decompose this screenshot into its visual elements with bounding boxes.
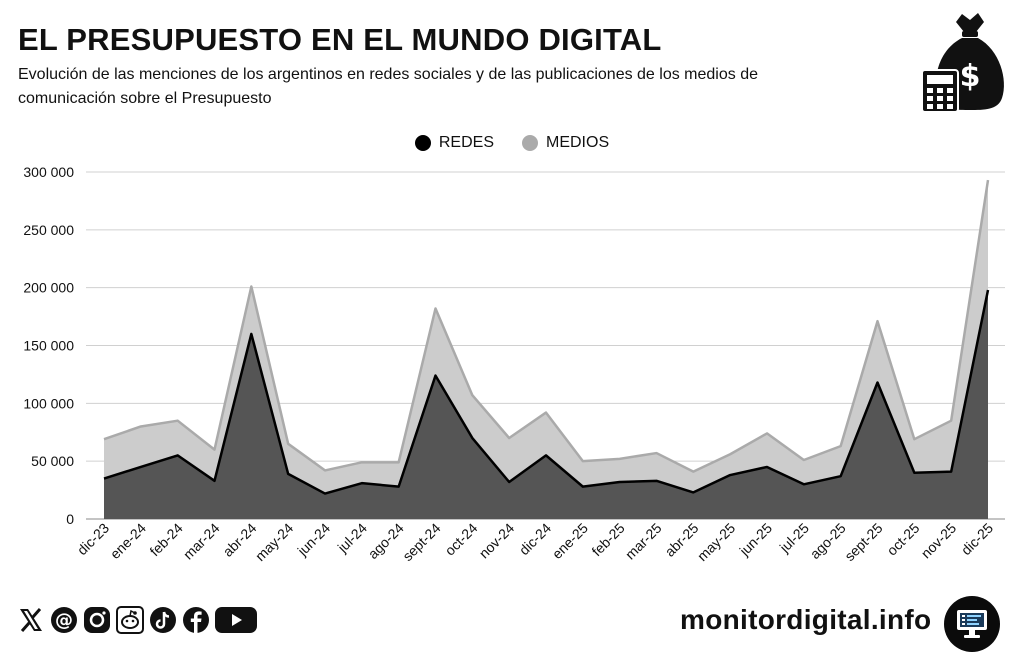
money-bag-calculator-icon: $ — [921, 13, 1004, 113]
legend-label-redes: REDES — [438, 134, 494, 151]
x-tick-label: ago-24 — [365, 520, 407, 562]
page-title: EL PRESUPUESTO EN EL MUNDO DIGITAL — [18, 22, 662, 57]
legend-swatch-redes — [414, 135, 431, 151]
x-tick-label: feb-24 — [146, 520, 186, 560]
social-icons: @ — [16, 605, 258, 635]
reddit-icon[interactable] — [115, 605, 145, 635]
x-tick-label: jun-25 — [736, 520, 776, 560]
brand-url[interactable]: monitordigital.info — [680, 604, 932, 635]
x-tick-label: ago-25 — [807, 520, 849, 562]
x-tick-label: sept-24 — [399, 520, 443, 564]
svg-text:@: @ — [55, 610, 73, 631]
x-tick-label: dic-25 — [958, 520, 996, 558]
legend-label-medios: MEDIOS — [546, 134, 610, 151]
facebook-icon[interactable] — [181, 605, 211, 635]
x-tick-label: dic-24 — [516, 520, 554, 558]
threads-icon[interactable]: @ — [49, 605, 79, 635]
x-tick-label: sept-25 — [841, 520, 885, 564]
redes-line — [103, 289, 990, 495]
legend-item-redes: REDES — [414, 134, 494, 152]
medios-line — [103, 179, 990, 473]
x-tick-label: mar-24 — [180, 520, 223, 563]
x-tick-label: mar-25 — [622, 520, 665, 563]
youtube-icon[interactable] — [214, 605, 258, 635]
x-tick-label: oct-24 — [442, 520, 481, 559]
redes-area — [104, 289, 988, 519]
legend-item-medios: MEDIOS — [522, 134, 609, 152]
y-tick-label: 150 000 — [23, 338, 74, 354]
x-tick-label: may-24 — [252, 520, 296, 564]
svg-text:$: $ — [960, 59, 981, 94]
x-tick-label: may-25 — [694, 520, 738, 564]
y-tick-label: 100 000 — [23, 395, 74, 411]
x-tick-label: oct-25 — [884, 520, 923, 559]
y-tick-label: 0 — [66, 511, 74, 527]
instagram-icon[interactable] — [82, 605, 112, 635]
brand-badge — [944, 596, 1000, 652]
x-tick-label: nov-25 — [918, 520, 960, 562]
legend-swatch-medios — [522, 135, 538, 151]
x-tick-label: jun-24 — [294, 520, 334, 560]
x-tick-label: ene-24 — [107, 520, 149, 562]
x-tick-label: feb-25 — [588, 520, 628, 560]
medios-area — [104, 180, 988, 494]
monitor-icon — [957, 610, 987, 638]
chart-legend: REDES MEDIOS — [0, 134, 1024, 152]
y-tick-label: 250 000 — [23, 222, 74, 238]
area-chart: 0 50 000 100 000 150 000 200 000 250 000 300 0… — [23, 164, 1005, 564]
y-tick-label: 200 000 — [23, 280, 74, 296]
x-tick-label: ene-25 — [549, 520, 591, 562]
page-subtitle: Evolución de las menciones de los argent… — [18, 66, 758, 107]
x-tick-label: dic-23 — [74, 520, 112, 558]
x-tick-label: nov-24 — [476, 520, 518, 562]
x-icon[interactable] — [16, 605, 46, 635]
tiktok-icon[interactable] — [148, 605, 178, 635]
y-tick-label: 50 000 — [31, 453, 74, 469]
y-tick-label: 300 000 — [23, 164, 74, 180]
